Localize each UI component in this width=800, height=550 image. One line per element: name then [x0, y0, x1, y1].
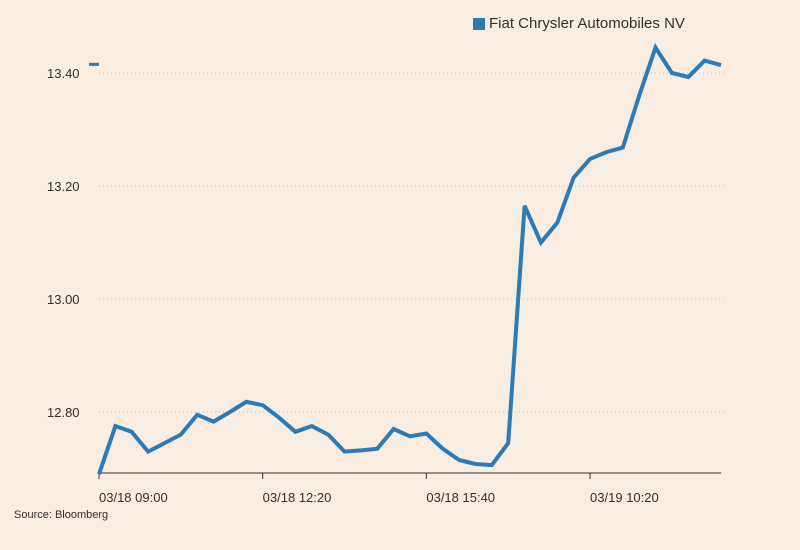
y-tick-label: 13.20: [47, 179, 80, 194]
x-tick-label: 03/18 12:20: [263, 490, 332, 505]
series-group: [89, 43, 722, 475]
x-axis: 03/18 09:00 03/18 12:20 03/18 15:40 03/19 1…: [98, 472, 721, 505]
legend: Fiat Chrysler Automobiles NV: [473, 15, 685, 32]
grid-lines: [99, 72, 725, 413]
y-tick-label: 12.80: [47, 405, 80, 420]
y-axis-ticks: 12.80 13.00 13.20 13.40: [47, 66, 80, 420]
y-tick-label: 13.00: [47, 292, 80, 307]
legend-swatch: [473, 17, 485, 30]
series-line-fiat-chrysler: [97, 43, 722, 475]
x-tick-label: 03/18 09:00: [99, 490, 168, 505]
source-note: Source: Bloomberg: [14, 509, 109, 521]
y-tick-label: 13.40: [47, 66, 80, 81]
legend-label: Fiat Chrysler Automobiles NV: [489, 15, 685, 32]
x-tick-label: 03/18 15:40: [426, 490, 495, 505]
x-tick-label: 03/19 10:20: [590, 490, 659, 505]
